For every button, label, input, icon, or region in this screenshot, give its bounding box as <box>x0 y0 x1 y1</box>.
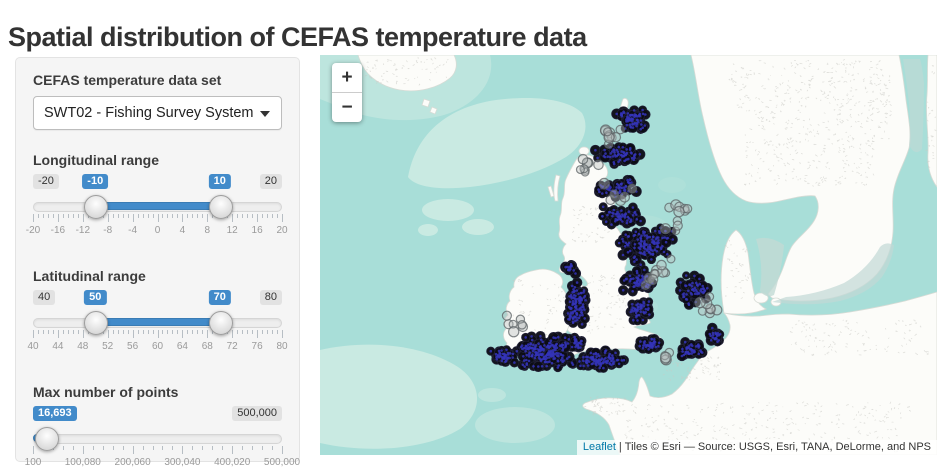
dataset-select[interactable]: SWT02 - Fishing Survey System <box>33 96 282 130</box>
attribution-text: Tiles © Esri — Source: USGS, Esri, TANA,… <box>624 441 931 453</box>
slider-handle[interactable] <box>35 427 60 451</box>
from-badge: 16,693 <box>33 406 77 421</box>
slider-longitude: Longitudinal range -20 20 -10 10 -20 -16… <box>26 152 288 254</box>
to-badge: 70 <box>208 290 231 305</box>
slider-bar <box>95 318 220 326</box>
sidebar-panel: CEFAS temperature data set SWT02 - Fishi… <box>15 57 300 468</box>
from-badge: -10 <box>82 174 109 189</box>
slider-label: Max number of points <box>33 384 179 400</box>
leaflet-link[interactable]: Leaflet <box>582 441 616 453</box>
map-zoom-control: + − <box>332 63 362 122</box>
zoom-in-button[interactable]: + <box>341 66 353 88</box>
slider-handle-from[interactable] <box>84 195 109 219</box>
attribution-bar: Leaflet | Tiles © Esri — Source: USGS, Esr… <box>576 440 937 455</box>
to-badge: 10 <box>208 174 231 189</box>
slider-handle-to[interactable] <box>208 311 233 335</box>
slider-grid: 100 100,080 200,060 300,040 400,020 500,… <box>25 446 300 475</box>
chevron-down-icon <box>259 111 270 117</box>
slider-label: Latitudinal range <box>33 268 146 284</box>
max-badge: 20 <box>259 174 282 189</box>
min-badge: -20 <box>33 174 59 189</box>
slider-track[interactable] <box>33 434 282 444</box>
slider-widget: 16,693 500,000 100 100,080 200,060 300,0… <box>25 406 300 475</box>
slider-latitude: Latitudinal range 40 80 50 70 40 44 48 5… <box>27 268 288 370</box>
data-points <box>486 105 725 373</box>
leaflet-map[interactable]: + − Leaflet | Tiles © Esri — Source: USGS,… <box>320 55 937 455</box>
slider-handle-from[interactable] <box>84 311 109 335</box>
min-badge: 40 <box>33 290 56 305</box>
max-badge: 80 <box>259 290 282 305</box>
dataset-label: CEFAS temperature data set <box>33 72 222 88</box>
slider-grid: 40 44 48 52 56 60 64 68 72 76 80 <box>27 330 288 364</box>
slider-label: Longitudinal range <box>33 152 159 168</box>
slider-widget: -20 20 -10 10 -20 -16 -12 -8 -4 0 4 8 <box>26 174 288 252</box>
attribution-separator: | <box>618 441 622 453</box>
from-badge: 50 <box>84 290 107 305</box>
slider-grid: -20 -16 -12 -8 -4 0 4 8 12 16 20 <box>26 214 288 248</box>
max-badge: 500,000 <box>232 406 282 421</box>
slider-widget: 40 80 50 70 40 44 48 52 56 60 64 68 <box>27 290 288 368</box>
slider-handle-to[interactable] <box>208 195 233 219</box>
map-canvas <box>320 55 937 455</box>
slider-bar <box>95 202 220 210</box>
page-title: Spatial distribution of CEFAS temperatur… <box>8 22 587 53</box>
zoom-out-button[interactable]: − <box>332 92 362 122</box>
dataset-selected-value: SWT02 - Fishing Survey System <box>44 105 254 121</box>
slider-maxpoints: Max number of points 16,693 500,000 100 … <box>25 384 300 475</box>
